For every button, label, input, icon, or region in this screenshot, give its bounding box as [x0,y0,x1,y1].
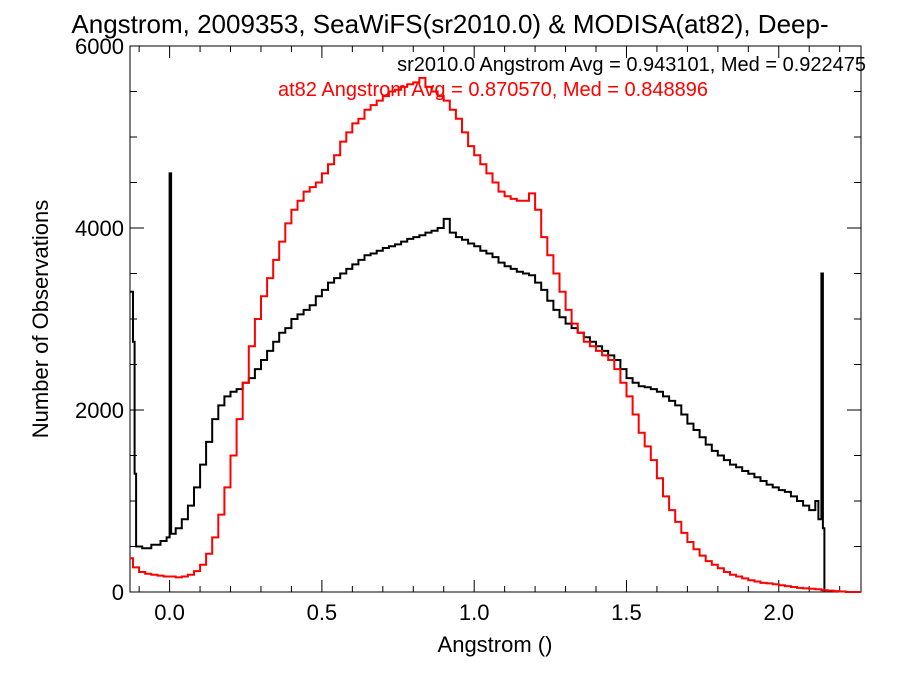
tick-marks [130,45,861,593]
tick-labels: 0.0 0.5 1.0 1.5 2.0 0 2000 4000 6000 [75,34,794,625]
y-axis-label: Number of Observations [28,200,53,438]
x-axis-label: Angstrom () [438,632,553,657]
x-tick-label: 2.0 [763,600,794,625]
series-line-at82 [130,76,861,593]
x-tick-label: 1.0 [459,600,490,625]
y-tick-label: 6000 [75,34,124,59]
y-tick-label: 4000 [75,216,124,241]
plot-frame [129,45,862,593]
axes [129,45,862,593]
y-tick-label: 0 [112,580,124,605]
series-line-sr2010-0 [130,172,826,592]
x-tick-label: 1.5 [611,600,642,625]
x-tick-label: 0.5 [307,600,338,625]
chart-title: Angstrom, 2009353, SeaWiFS(sr2010.0) & M… [71,9,828,39]
y-tick-label: 2000 [75,398,124,423]
annotation-at82: at82 Angstrom Avg = 0.870570, Med = 0.84… [278,79,708,101]
annotation-sr2010: sr2010.0 Angstrom Avg = 0.943101, Med = … [397,54,866,76]
series-layer [130,76,861,593]
x-tick-label: 0.0 [154,600,185,625]
